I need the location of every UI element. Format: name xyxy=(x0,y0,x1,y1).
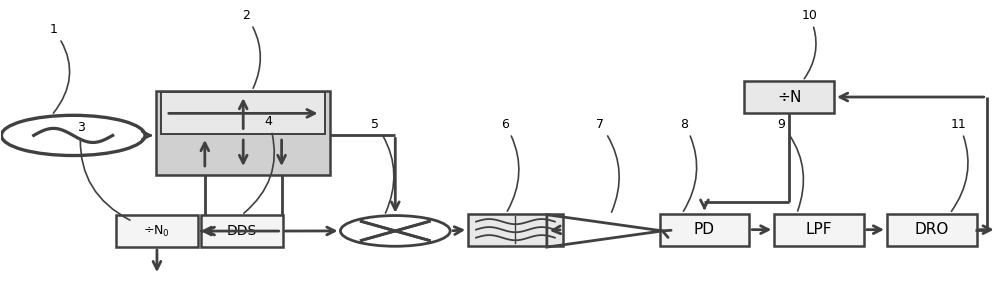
Text: 8: 8 xyxy=(680,118,697,211)
Bar xyxy=(887,213,977,246)
Text: 4: 4 xyxy=(244,115,274,213)
Text: 1: 1 xyxy=(49,23,70,113)
Text: LPF: LPF xyxy=(806,222,832,237)
Bar xyxy=(468,213,563,246)
Text: 7: 7 xyxy=(596,118,619,212)
Text: PD: PD xyxy=(694,222,715,237)
Bar xyxy=(774,213,864,246)
Text: $\div$N: $\div$N xyxy=(777,89,802,105)
Bar xyxy=(116,215,198,247)
Text: 10: 10 xyxy=(801,9,817,79)
Text: DDS: DDS xyxy=(227,224,257,238)
Text: 5: 5 xyxy=(371,118,394,213)
Bar xyxy=(156,91,330,175)
Bar xyxy=(660,213,749,246)
Text: 9: 9 xyxy=(777,118,803,211)
Circle shape xyxy=(340,215,450,246)
Text: 2: 2 xyxy=(242,9,260,88)
Bar xyxy=(201,215,283,247)
Text: $\div$N$_0$: $\div$N$_0$ xyxy=(143,224,170,239)
Text: 11: 11 xyxy=(951,118,968,211)
Text: 3: 3 xyxy=(77,120,130,220)
Text: DRO: DRO xyxy=(915,222,949,237)
Bar xyxy=(161,92,325,134)
Text: 6: 6 xyxy=(501,118,519,211)
Bar xyxy=(744,81,834,113)
